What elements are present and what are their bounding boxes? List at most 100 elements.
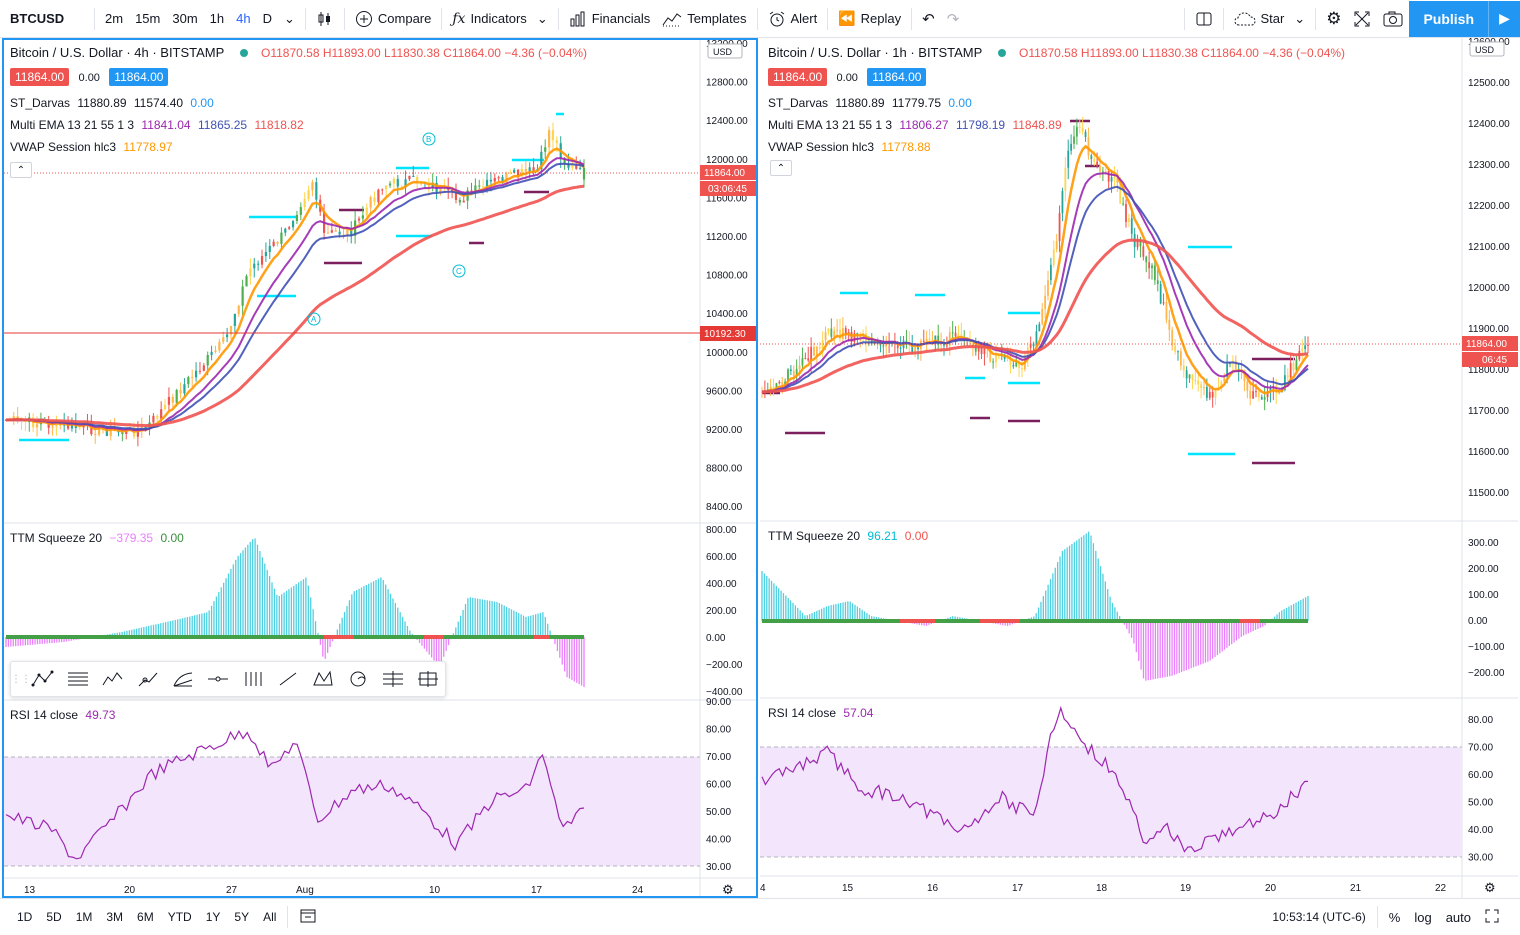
indicator-multi-ema[interactable]: Multi EMA 13 21 55 1 3 11841.04 11865.25… <box>10 118 304 132</box>
play-button[interactable]: ▶ <box>1488 0 1520 37</box>
pitchfork-icon <box>382 671 403 687</box>
candle-body <box>1292 363 1295 371</box>
range-3M[interactable]: 3M <box>106 910 124 924</box>
chart-panel-left[interactable]: 13200.0012800.0012400.0012000.0011600.00… <box>2 38 758 898</box>
alert-button[interactable]: Alert <box>762 0 824 38</box>
undo-button[interactable]: ↶ <box>916 0 941 38</box>
collapse-legend-button[interactable]: ⌃ <box>10 162 32 178</box>
countdown-label: 03:06:45 <box>708 184 747 195</box>
elliott-wave-tool[interactable] <box>95 662 130 696</box>
range-YTD[interactable]: YTD <box>167 910 192 924</box>
price-tick-label: 10400.00 <box>706 309 748 320</box>
bid-button[interactable]: 11864.00 <box>10 68 70 86</box>
horizontal-ray-tool[interactable] <box>200 662 235 696</box>
interval-30m[interactable]: 30m <box>172 11 198 26</box>
indicator-rsi[interactable]: RSI 14 close 49.73 <box>10 708 115 722</box>
abcd-pattern-tool[interactable] <box>25 662 60 696</box>
price-tick-label: 11800.00 <box>1468 365 1509 376</box>
fullscreen-button[interactable] <box>1347 0 1377 38</box>
interval-4h[interactable]: 4h <box>236 11 251 26</box>
indicator-name: Multi EMA 13 21 55 1 3 <box>768 118 893 132</box>
circle-tool[interactable] <box>340 662 375 696</box>
indicators-button[interactable]: ƒx Indicators ⌄ <box>446 0 553 38</box>
candle-body <box>1197 380 1200 385</box>
divider <box>911 7 913 30</box>
clock-timezone[interactable]: 10:53:14 (UTC-6) <box>1272 910 1366 924</box>
indicator-multi-ema[interactable]: Multi EMA 13 21 55 1 3 11806.27 11798.19… <box>768 118 1062 132</box>
fib-retracement-tool[interactable] <box>60 662 95 696</box>
chart-canvas-left[interactable]: 13200.0012800.0012400.0012000.0011600.00… <box>4 40 756 896</box>
percent-toggle[interactable]: % <box>1388 909 1401 925</box>
candle-body <box>1035 331 1038 347</box>
collapse-legend-button[interactable]: ⌃ <box>770 160 792 176</box>
ask-button[interactable]: 11864.00 <box>867 68 927 86</box>
candle-body <box>171 397 174 403</box>
candle-body <box>928 338 931 341</box>
fullscreen-chart-button[interactable] <box>1478 909 1506 926</box>
range-1D[interactable]: 1D <box>17 910 33 924</box>
interval-dropdown[interactable]: ⌄ <box>278 0 301 38</box>
settings-button[interactable]: ⚙ <box>1320 0 1347 38</box>
indicator-rsi[interactable]: RSI 14 close 57.04 <box>768 706 873 720</box>
symbol-title[interactable]: Bitcoin / U.S. Dollar · 4h · BITSTAMP <box>10 45 225 60</box>
symbol-title[interactable]: Bitcoin / U.S. Dollar · 1h · BITSTAMP <box>768 45 983 60</box>
ask-button[interactable]: 11864.00 <box>109 68 169 86</box>
auto-toggle[interactable]: auto <box>1445 909 1471 925</box>
interval-2m[interactable]: 2m <box>105 11 124 26</box>
indicator-vwap[interactable]: VWAP Session hlc3 11778.97 <box>10 140 173 154</box>
indicator-darvas[interactable]: ST_Darvas 11880.89 11574.40 0.00 <box>10 96 214 110</box>
candle-body <box>524 168 527 172</box>
pitchfork-tool[interactable] <box>375 662 410 696</box>
candle-body <box>264 251 268 257</box>
indicator-name: TTM Squeeze 20 <box>10 531 103 545</box>
compare-button[interactable]: Compare <box>349 0 437 38</box>
rsi-band <box>4 757 700 866</box>
publish-button[interactable]: Publish <box>1409 0 1488 37</box>
chart-type-button[interactable] <box>310 0 340 38</box>
candle-body <box>969 339 971 345</box>
indicator-value: 11778.88 <box>881 140 931 154</box>
chart-canvas-right[interactable]: 12600.0012500.0012400.0012300.0012200.00… <box>760 38 1518 898</box>
range-5Y[interactable]: 5Y <box>234 910 250 924</box>
rsi-tick-label: 40.00 <box>1468 825 1493 836</box>
drawing-toolbar: ⋮⋮ <box>10 661 446 697</box>
chart-panel-right[interactable]: 12600.0012500.0012400.0012300.0012200.00… <box>760 38 1518 898</box>
candle-body <box>1159 283 1162 304</box>
time-zones-tool[interactable] <box>235 662 270 696</box>
trend-line-tool[interactable] <box>270 662 305 696</box>
squeeze-tick-label: 0.00 <box>1468 616 1488 627</box>
interval-D[interactable]: D <box>262 11 272 26</box>
range-All[interactable]: All <box>263 910 277 924</box>
go-to-date-button[interactable] <box>292 908 324 927</box>
redo-icon: ↷ <box>946 10 960 28</box>
bid-button[interactable]: 11864.00 <box>768 68 828 86</box>
interval-1h[interactable]: 1h <box>209 11 225 26</box>
symbol-search[interactable]: BTCUSD <box>10 11 65 26</box>
candle-body <box>1101 171 1104 173</box>
indicator-ttm-squeeze[interactable]: TTM Squeeze 20 96.21 0.00 <box>768 529 928 543</box>
interval-15m[interactable]: 15m <box>135 11 161 26</box>
layout-button[interactable] <box>1189 0 1219 38</box>
log-toggle[interactable]: log <box>1414 909 1432 925</box>
redo-button[interactable]: ↷ <box>941 0 966 38</box>
xabcd-pattern-tool[interactable] <box>305 662 340 696</box>
financials-button[interactable]: Financials <box>563 0 657 38</box>
range-6M[interactable]: 6M <box>137 910 154 924</box>
replay-button[interactable]: ⏪ Replay <box>832 0 907 38</box>
snapshot-button[interactable] <box>1377 0 1409 38</box>
candle-body <box>540 151 543 170</box>
date-price-range-tool[interactable] <box>410 662 445 696</box>
save-star-button[interactable]: Star ⌄ <box>1228 0 1311 38</box>
candle-body <box>1055 241 1058 250</box>
templates-button[interactable]: Templates <box>656 0 752 38</box>
range-1M[interactable]: 1M <box>75 910 93 924</box>
trend-path-tool[interactable] <box>130 662 165 696</box>
indicator-darvas[interactable]: ST_Darvas 11880.89 11779.75 0.00 <box>768 96 972 110</box>
candle-body <box>1182 365 1185 371</box>
range-5D[interactable]: 5D <box>46 910 62 924</box>
fib-fan-tool[interactable] <box>165 662 200 696</box>
range-1Y[interactable]: 1Y <box>205 910 221 924</box>
indicator-ttm-squeeze[interactable]: TTM Squeeze 20 −379.35 0.00 <box>10 531 184 545</box>
drag-handle[interactable]: ⋮⋮ <box>11 673 31 685</box>
indicator-vwap[interactable]: VWAP Session hlc3 11778.88 <box>768 140 931 154</box>
